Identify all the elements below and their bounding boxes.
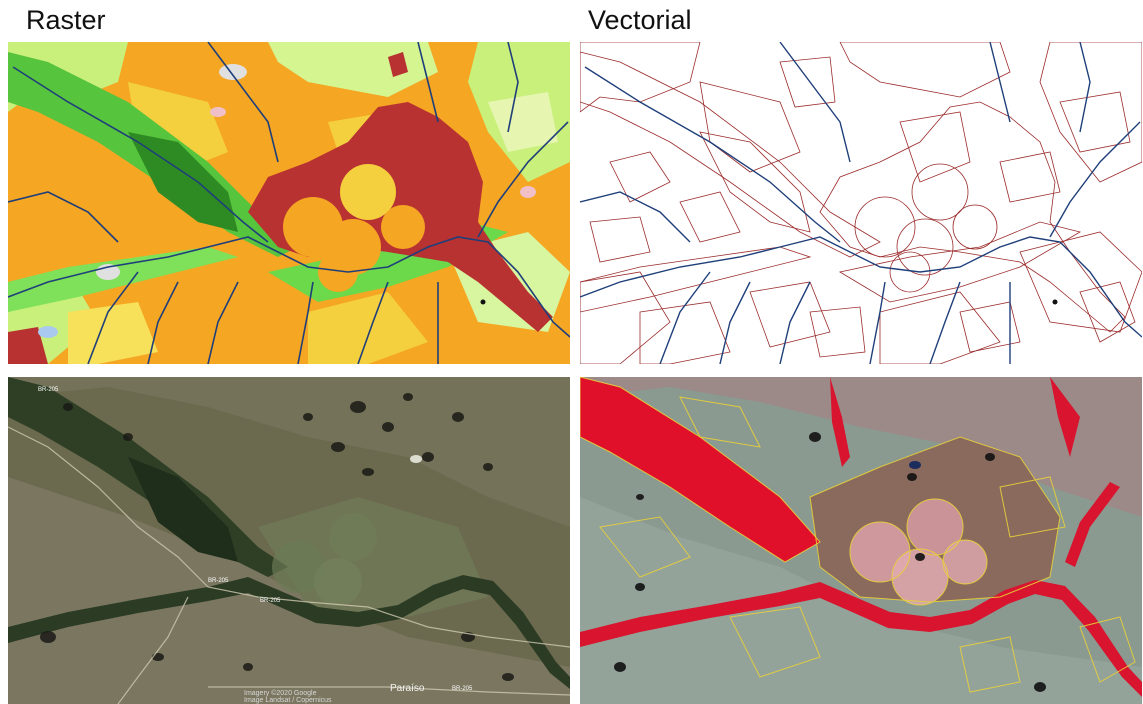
false-color-overlay-image xyxy=(580,377,1142,704)
vector-boundaries-map xyxy=(580,42,1142,364)
raster-title: Raster xyxy=(26,5,106,35)
raster-map-graphic xyxy=(8,42,570,364)
raster-landuse-map xyxy=(8,42,570,364)
false-color-graphic xyxy=(580,377,1142,704)
vector-title: Vectorial xyxy=(588,5,692,35)
road-label-3: BR-205 xyxy=(260,598,281,604)
attribution-label: Imagery ©2020 Google xyxy=(244,689,317,697)
satellite-image: BR-205 BR-205 BR-205 BR-205 Paraíso Imag… xyxy=(8,377,570,704)
attribution-label-2: Image Landsat / Copernicus xyxy=(244,697,332,704)
road-label-4: BR-205 xyxy=(452,686,473,692)
vector-map-graphic xyxy=(580,42,1142,364)
road-label-2: BR-205 xyxy=(208,578,229,584)
town-label: Paraíso xyxy=(390,683,425,694)
road-label-1: BR-205 xyxy=(38,387,59,393)
satellite-graphic: BR-205 BR-205 BR-205 BR-205 Paraíso Imag… xyxy=(8,377,570,704)
